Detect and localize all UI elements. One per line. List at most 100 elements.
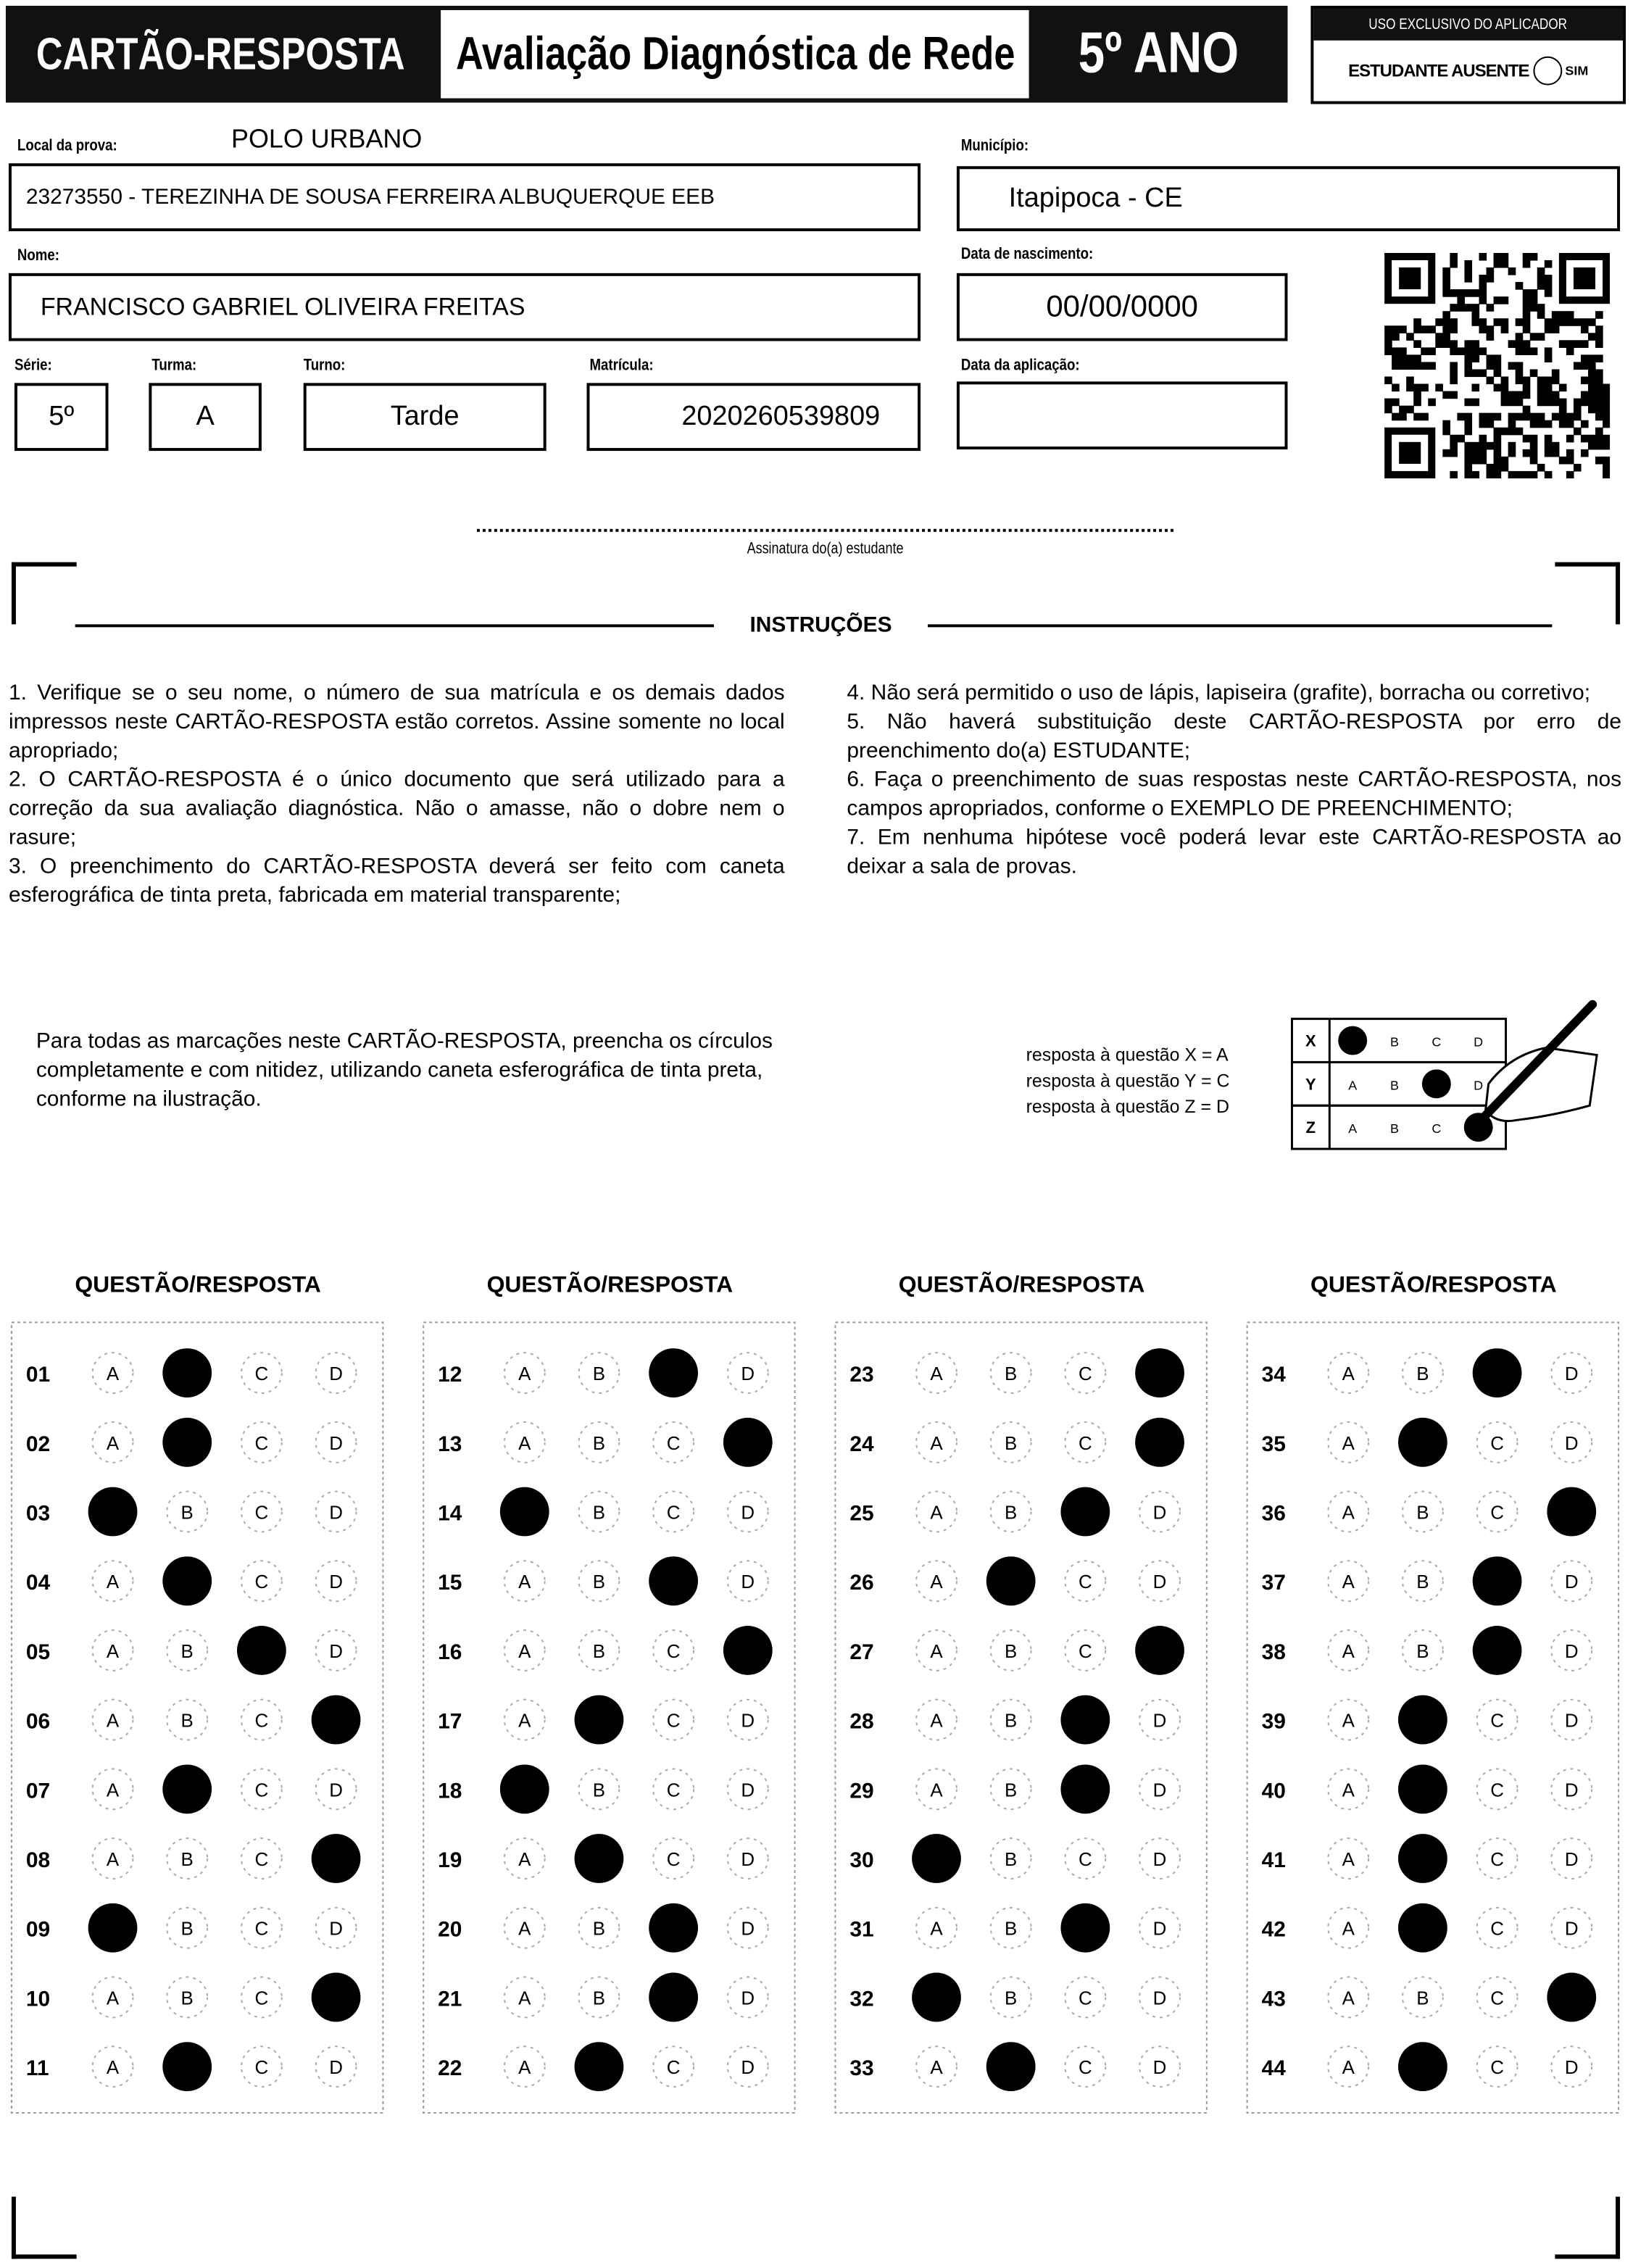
- option-letter: A: [107, 1711, 120, 1732]
- bubble: [1327, 1976, 1370, 2019]
- qr-module: [1529, 333, 1538, 341]
- qr-module: [1544, 391, 1553, 399]
- qr-module: [1544, 282, 1553, 290]
- bubble: [1401, 1976, 1444, 2019]
- qr-module: [1580, 391, 1589, 399]
- qr-module: [1464, 259, 1473, 268]
- qr-module: [1384, 347, 1392, 355]
- qr-module: [1508, 362, 1516, 370]
- option-letter: A: [1342, 1364, 1355, 1384]
- absent-bubble[interactable]: [1533, 56, 1563, 86]
- qr-module: [1537, 275, 1545, 283]
- qr-module: [1558, 405, 1567, 414]
- bubble: [989, 1629, 1032, 1671]
- qr-finder-core: [1399, 441, 1421, 464]
- bubble: [1327, 1629, 1370, 1671]
- option-letter: A: [930, 1711, 943, 1732]
- bubble: [240, 1698, 283, 1741]
- option-letter: D: [1153, 1572, 1167, 1592]
- absent-row: ESTUDANTE AUSENTE SIM: [1313, 41, 1623, 101]
- bubble: [1064, 1837, 1107, 1879]
- qr-module: [1464, 354, 1473, 363]
- example-legend: resposta à questão Y = C: [1026, 1071, 1230, 1091]
- municipality-label: Município:: [960, 137, 1029, 155]
- option-letter: A: [930, 1434, 943, 1454]
- option-letter: A: [107, 1364, 120, 1384]
- filled-bubble: [912, 1834, 961, 1883]
- qr-module: [1522, 296, 1531, 304]
- bubble: [1064, 1976, 1107, 2019]
- qr-module: [1493, 318, 1502, 326]
- option-letter: C: [255, 1711, 269, 1732]
- option-letter: B: [181, 1642, 194, 1662]
- grade-value: 5º: [49, 401, 75, 432]
- bubble: [240, 1976, 283, 2019]
- qr-module: [1508, 441, 1516, 450]
- municipality-box: Itapipoca - CE: [956, 166, 1621, 232]
- question-number: 19: [438, 1848, 462, 1872]
- filled-bubble: [574, 2042, 624, 2092]
- bubble: [915, 1629, 957, 1671]
- qr-module: [1384, 376, 1392, 385]
- option-letter: D: [1153, 1988, 1167, 2009]
- birth-label: Data de nascimento:: [960, 245, 1094, 263]
- question-number: 28: [849, 1710, 873, 1734]
- qr-module: [1544, 347, 1553, 355]
- qr-module: [1392, 347, 1400, 355]
- option-letter: A: [930, 2058, 943, 2078]
- qr-module: [1580, 362, 1589, 370]
- qr-module: [1413, 340, 1421, 348]
- option-letter: C: [1490, 1503, 1504, 1523]
- qr-module: [1515, 340, 1524, 348]
- qr-module: [1522, 412, 1531, 421]
- bubble: [1139, 1698, 1181, 1741]
- qr-module: [1464, 463, 1473, 472]
- qr-module: [1558, 340, 1567, 348]
- example-option: D: [1474, 1078, 1483, 1092]
- qr-module: [1522, 383, 1531, 392]
- qr-module: [1500, 463, 1509, 472]
- example-row-label: Z: [1306, 1118, 1316, 1137]
- qr-module: [1421, 383, 1429, 392]
- qr-module: [1558, 383, 1567, 392]
- instructions-title: INSTRUÇÕES: [749, 612, 892, 638]
- qr-module: [1479, 449, 1487, 457]
- qr-module: [1573, 463, 1582, 472]
- bubble: [503, 1976, 546, 2019]
- question-number: 20: [438, 1918, 462, 1942]
- filled-bubble: [311, 1834, 361, 1883]
- option-letter: C: [667, 1642, 681, 1662]
- bubble: [503, 2045, 546, 2088]
- qr-module: [1435, 318, 1443, 326]
- bubble: [1327, 1698, 1370, 1741]
- qr-module: [1442, 311, 1450, 319]
- option-letter: A: [107, 1642, 120, 1662]
- bubble: [1476, 1490, 1518, 1533]
- qr-module: [1493, 362, 1502, 370]
- bubble: [989, 1768, 1032, 1811]
- application-date-label: Data da aplicação:: [960, 357, 1080, 375]
- bubble: [578, 1768, 620, 1811]
- municipality-value: Itapipoca - CE: [1008, 183, 1183, 214]
- qr-module: [1457, 434, 1466, 443]
- qr-module: [1464, 289, 1473, 297]
- qr-module: [1464, 427, 1473, 436]
- option-letter: D: [741, 1364, 755, 1384]
- bubble: [1139, 1837, 1181, 1879]
- answers-heading: QUESTÃO/RESPOSTA: [75, 1271, 321, 1297]
- qr-module: [1508, 470, 1516, 478]
- qr-module: [1413, 318, 1421, 326]
- qr-module: [1515, 318, 1524, 326]
- qr-module: [1573, 412, 1582, 421]
- filled-bubble: [1398, 1417, 1447, 1467]
- qr-module: [1508, 420, 1516, 428]
- qr-module: [1537, 420, 1545, 428]
- birth-value: 00/00/0000: [1046, 289, 1198, 323]
- qr-module: [1558, 412, 1567, 421]
- qr-module: [1537, 391, 1545, 399]
- qr-module: [1450, 470, 1458, 478]
- bubble: [915, 1906, 957, 1949]
- option-letter: A: [1342, 1711, 1355, 1732]
- qr-module: [1450, 441, 1458, 450]
- question-number: 16: [438, 1640, 462, 1664]
